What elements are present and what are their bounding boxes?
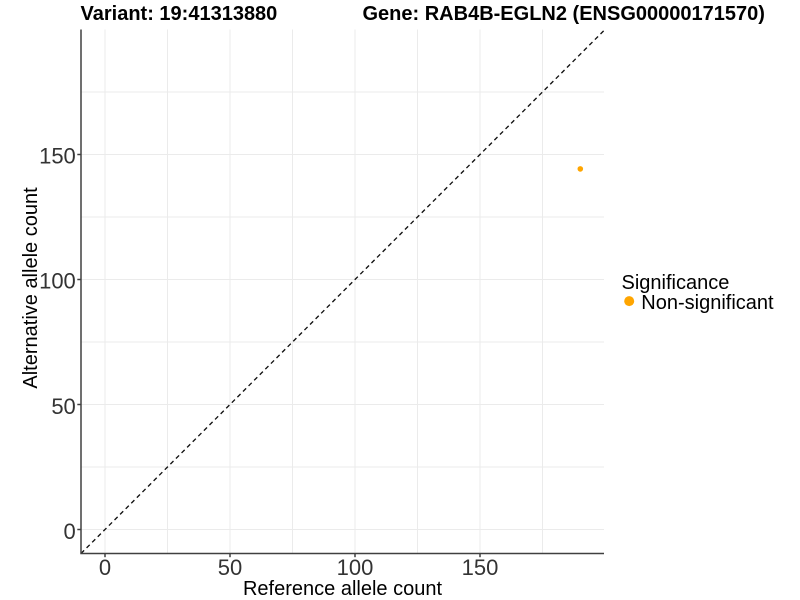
svg-text:50: 50 bbox=[218, 555, 242, 580]
svg-text:Non-significant: Non-significant bbox=[641, 292, 774, 314]
svg-text:100: 100 bbox=[39, 269, 76, 294]
svg-text:Variant: 19:41313880: Variant: 19:41313880 bbox=[81, 3, 278, 25]
svg-text:150: 150 bbox=[39, 144, 76, 169]
svg-text:Reference allele count: Reference allele count bbox=[243, 578, 442, 600]
svg-text:Alternative allele count: Alternative allele count bbox=[20, 187, 42, 389]
svg-text:150: 150 bbox=[462, 555, 499, 580]
svg-text:50: 50 bbox=[51, 394, 75, 419]
svg-text:0: 0 bbox=[99, 555, 111, 580]
svg-text:100: 100 bbox=[337, 555, 374, 580]
svg-text:Gene: RAB4B-EGLN2 (ENSG0000017: Gene: RAB4B-EGLN2 (ENSG00000171570) bbox=[363, 3, 765, 25]
svg-text:Significance: Significance bbox=[622, 272, 730, 294]
svg-text:0: 0 bbox=[64, 519, 76, 544]
